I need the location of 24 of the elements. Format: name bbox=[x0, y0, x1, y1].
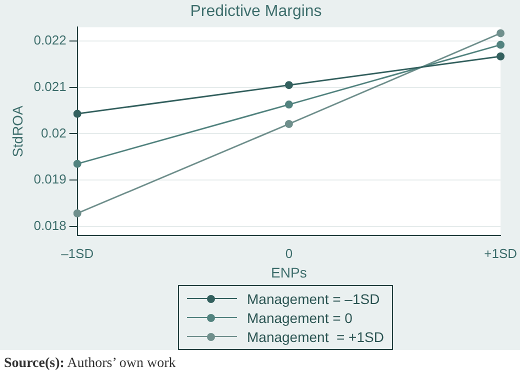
point bbox=[73, 110, 82, 118]
point bbox=[496, 40, 505, 49]
point bbox=[73, 209, 82, 218]
point bbox=[284, 81, 293, 90]
y-tick-label: 0.019 bbox=[34, 172, 66, 187]
x-tick-label: 0 bbox=[285, 246, 293, 261]
legend-label: Management = –1SD bbox=[247, 290, 380, 306]
y-tick-label: 0.018 bbox=[34, 218, 66, 233]
x-axis-title: ENPs bbox=[271, 264, 307, 280]
point bbox=[284, 120, 293, 128]
point bbox=[496, 29, 505, 38]
y-tick-label: 0.02 bbox=[41, 125, 66, 140]
point bbox=[284, 100, 293, 109]
chart-title: Predictive Margins bbox=[190, 3, 322, 20]
point bbox=[496, 52, 505, 60]
y-tick-label: 0.022 bbox=[34, 32, 66, 48]
point bbox=[73, 160, 82, 168]
y-tick-label: 0.021 bbox=[34, 78, 66, 94]
y-axis-title: StdROA bbox=[9, 105, 26, 158]
legend-label: Management = +1SD bbox=[247, 328, 384, 344]
legend-label: Management = 0 bbox=[247, 310, 352, 326]
x-tick-label: –1SD bbox=[61, 246, 94, 261]
x-tick-label: +1SD bbox=[484, 246, 518, 261]
source-note: Source(s): Authors’ own work bbox=[4, 356, 177, 372]
